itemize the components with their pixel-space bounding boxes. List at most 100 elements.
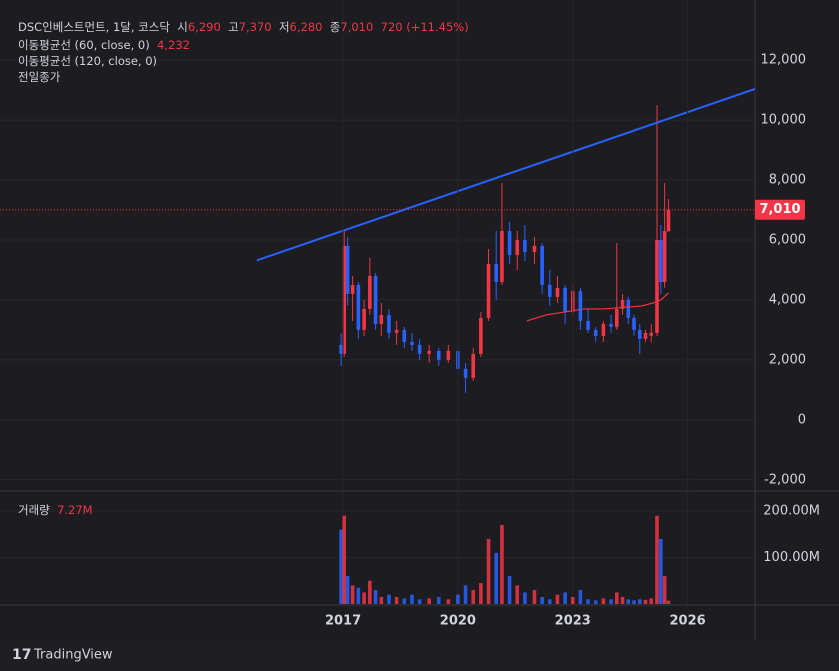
candle-body bbox=[649, 332, 654, 336]
ohlc-label: 저 bbox=[278, 20, 290, 34]
volume-bar bbox=[410, 594, 414, 604]
volume-bar bbox=[620, 597, 625, 604]
volume-bar bbox=[637, 599, 642, 604]
indicator-value: 7.27M bbox=[57, 503, 93, 517]
volume-bar bbox=[479, 583, 483, 604]
candle-body bbox=[410, 341, 414, 345]
price-tag bbox=[755, 199, 805, 220]
volume-bar bbox=[417, 599, 422, 604]
volume-bar bbox=[456, 594, 460, 604]
volume-bar bbox=[563, 592, 567, 604]
candle-body bbox=[593, 329, 598, 336]
candle-body bbox=[523, 239, 527, 252]
ohlc-value: 7,010 bbox=[340, 20, 374, 34]
candle-body bbox=[540, 245, 544, 285]
volume-bar bbox=[427, 598, 431, 604]
volume-legend[interactable]: 거래량 7.27M bbox=[18, 502, 93, 518]
candle-body bbox=[494, 263, 498, 282]
volume-bar bbox=[387, 594, 391, 604]
indicator-name: 이동평균선 (60, close, 0) bbox=[18, 38, 150, 52]
candle-body bbox=[345, 245, 350, 294]
candle-body bbox=[356, 284, 361, 330]
volume-bar bbox=[402, 598, 407, 604]
volume-bar bbox=[614, 592, 619, 604]
volume-bar bbox=[649, 598, 654, 604]
candle-body bbox=[507, 230, 512, 255]
y-tick-label: 6,000 bbox=[769, 232, 806, 247]
candle-body bbox=[342, 245, 346, 354]
candle-body bbox=[655, 239, 659, 333]
volume-bar bbox=[339, 529, 343, 604]
candle-body bbox=[446, 350, 451, 360]
volume-bar bbox=[356, 587, 361, 604]
candle-body bbox=[373, 275, 378, 324]
ohlc-value: 6,280 bbox=[289, 20, 323, 34]
volume-bar bbox=[345, 576, 350, 604]
candle-body bbox=[643, 332, 648, 339]
candle-body bbox=[436, 350, 441, 360]
volume-bar bbox=[486, 538, 491, 604]
candle-body bbox=[609, 323, 613, 327]
volume-bar bbox=[373, 590, 378, 604]
volume-bar bbox=[368, 580, 372, 604]
logo-mark: 𝟭𝟳 bbox=[12, 647, 31, 663]
volume-bar bbox=[655, 515, 659, 604]
candle-body bbox=[350, 284, 355, 294]
volume-bar bbox=[662, 576, 667, 604]
volume-bar bbox=[394, 597, 399, 604]
ohlc-label: 종 bbox=[329, 20, 341, 34]
volume-bar bbox=[515, 585, 520, 604]
ohlc-value: 7,370 bbox=[238, 20, 272, 34]
candle-body bbox=[626, 299, 631, 318]
candle-body bbox=[463, 368, 468, 378]
volume-bar bbox=[494, 552, 498, 604]
volume-bar bbox=[342, 515, 346, 604]
volume-bar bbox=[540, 597, 544, 604]
volume-bar bbox=[436, 597, 441, 604]
y-tick-label: 0 bbox=[798, 412, 806, 427]
y-tick-label: 12,000 bbox=[761, 53, 807, 68]
candle-body bbox=[563, 287, 567, 312]
volume-bar bbox=[507, 576, 512, 604]
volume-bar bbox=[609, 599, 613, 604]
volume-bar bbox=[471, 590, 476, 604]
candle-body bbox=[555, 287, 560, 297]
candle-body bbox=[515, 239, 520, 255]
y-tick-label: 8,000 bbox=[769, 173, 806, 188]
volume-bar bbox=[350, 585, 355, 604]
indicator[interactable]: 이동평균선 (60, close, 0) 4,232 bbox=[18, 37, 190, 53]
y-tick-label: 100.00M bbox=[763, 550, 820, 565]
volume-bar bbox=[362, 592, 366, 604]
volume-bar bbox=[578, 590, 583, 604]
ohlc-value: 6,290 bbox=[187, 20, 221, 34]
candle-body bbox=[632, 317, 636, 330]
trend-line bbox=[256, 87, 755, 262]
y-tick-label: 200.00M bbox=[763, 504, 820, 519]
ohlc-label: 시 bbox=[177, 20, 188, 34]
candle-body bbox=[417, 344, 422, 354]
indicator[interactable]: 이동평균선 (120, close, 0) bbox=[18, 53, 157, 69]
price-tag-label: 7,010 bbox=[759, 202, 800, 217]
volume-bar bbox=[601, 598, 606, 604]
candle-body bbox=[659, 239, 663, 282]
candle-body bbox=[402, 329, 407, 342]
volume-bar bbox=[523, 592, 527, 604]
candle-body bbox=[339, 344, 343, 354]
candle-body bbox=[666, 209, 671, 232]
volume-bar bbox=[532, 590, 537, 604]
moving-average bbox=[526, 292, 669, 322]
candle-body bbox=[601, 323, 606, 336]
candle-body bbox=[362, 308, 366, 330]
ohlc-label: 고 bbox=[228, 20, 239, 34]
chart-bg bbox=[0, 0, 839, 640]
candle-body bbox=[637, 329, 642, 339]
footer-brand: TradingView bbox=[33, 648, 113, 663]
indicator[interactable]: 전일종가 bbox=[18, 69, 60, 85]
x-tick-label: 2026 bbox=[670, 614, 706, 629]
volume-bar bbox=[593, 600, 598, 604]
candle-body bbox=[387, 314, 391, 333]
volume-bar bbox=[547, 599, 552, 604]
volume-bar bbox=[555, 594, 560, 604]
volume-bar bbox=[643, 599, 648, 604]
